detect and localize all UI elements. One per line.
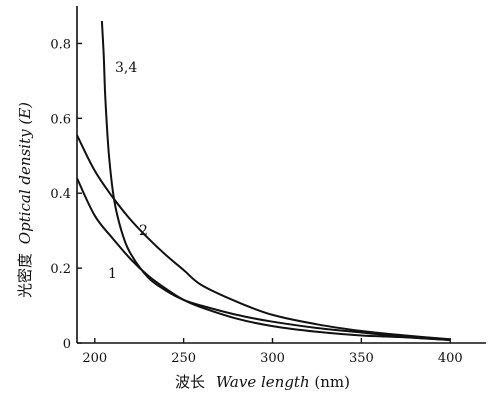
series-line-2 bbox=[76, 134, 451, 341]
x-axis-title-unit: (nm) bbox=[314, 373, 350, 391]
x-tick-label-350: 350 bbox=[349, 351, 374, 366]
y-tick-label-0: 0 bbox=[63, 337, 71, 352]
y-tick-label-1: 0.2 bbox=[50, 262, 71, 277]
y-axis-title-cn: 光密度 bbox=[16, 253, 34, 298]
y-tick-label-2: 0.4 bbox=[50, 187, 71, 202]
x-axis-title-cn: 波长 bbox=[175, 373, 205, 391]
y-axis-title: 光密度 Optical density (E) bbox=[16, 102, 34, 298]
x-tick-label-250: 250 bbox=[171, 351, 196, 366]
curve-label-1: 1 bbox=[108, 266, 117, 282]
curve-label-2: 2 bbox=[139, 223, 148, 239]
x-tick-label-400: 400 bbox=[438, 351, 463, 366]
y-tick-label-4: 0.8 bbox=[50, 37, 71, 52]
y-axis-title-en: Optical density bbox=[16, 129, 34, 244]
curve-label-3-4: 3,4 bbox=[115, 60, 137, 76]
y-axis-title-e: (E) bbox=[16, 102, 34, 125]
x-axis-title-en: Wave length bbox=[216, 373, 310, 391]
x-axis-title: 波长 Wave length (nm) bbox=[175, 373, 350, 391]
series-line-3 bbox=[100, 20, 451, 341]
y-tick-label-3: 0.6 bbox=[50, 112, 71, 127]
x-tick-label-300: 300 bbox=[260, 351, 285, 366]
x-tick-label-200: 200 bbox=[82, 351, 107, 366]
